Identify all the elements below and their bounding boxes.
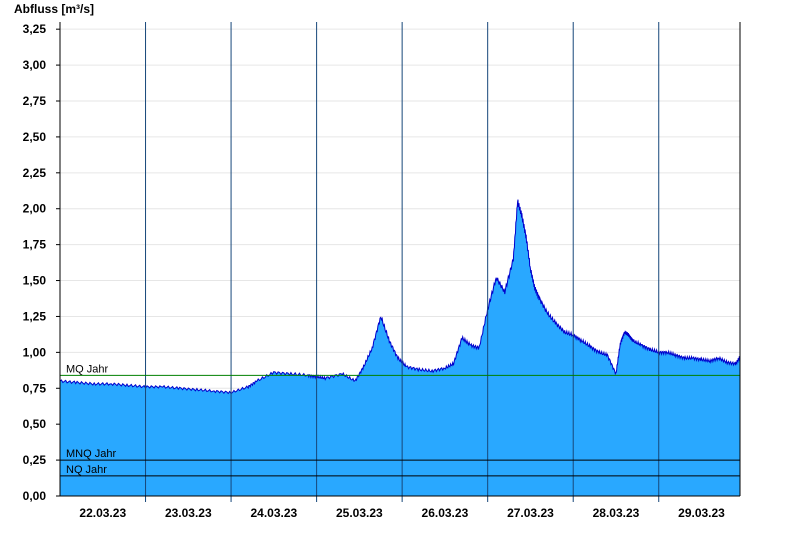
x-tick-label: 23.03.23 [165, 506, 212, 520]
y-tick-label: 1,50 [23, 274, 47, 288]
y-tick-label: 2,50 [23, 130, 47, 144]
y-tick-label: 0,75 [23, 381, 47, 395]
x-tick-label: 25.03.23 [336, 506, 383, 520]
y-tick-label: 2,25 [23, 166, 47, 180]
day-separators [145, 22, 660, 502]
y-tick-label: 1,75 [23, 238, 47, 252]
y-tick-labels: 0,00 0,25 0,50 0,75 1,00 1,25 1,50 1,75 2,00 2,25… [23, 22, 47, 503]
x-tick-label: 26.03.23 [422, 506, 469, 520]
y-tick-label: 2,75 [23, 94, 47, 108]
series-area [59, 199, 741, 496]
axes [56, 22, 741, 497]
x-tick-label: 24.03.23 [250, 506, 297, 520]
x-tick-label: 22.03.23 [79, 506, 126, 520]
y-tick-label: 1,25 [23, 309, 47, 323]
x-tick-label: 27.03.23 [507, 506, 554, 520]
x-tick-labels: 22.03.23 23.03.23 24.03.23 25.03.23 26.03.23… [79, 506, 725, 520]
discharge-area [60, 199, 740, 496]
grid-lines [60, 28, 740, 497]
reference-line-label: NQ Jahr [66, 464, 107, 476]
reference-lines: MQ Jahr MNQ Jahr NQ Jahr [60, 363, 740, 477]
x-tick-label: 28.03.23 [593, 506, 640, 520]
reference-line-label: MNQ Jahr [66, 448, 116, 460]
y-tick-label: 0,50 [23, 417, 47, 431]
y-tick-label: 3,00 [23, 58, 47, 72]
y-axis-title: Abfluss [m³/s] [14, 2, 94, 16]
y-tick-label: 3,25 [23, 22, 47, 36]
y-tick-label: 0,00 [23, 489, 47, 503]
x-tick-label: 29.03.23 [678, 506, 725, 520]
y-tick-label: 2,00 [23, 202, 47, 216]
y-tick-label: 1,00 [23, 345, 47, 359]
y-tick-label: 0,25 [23, 453, 47, 467]
discharge-line [59, 199, 741, 395]
reference-line-label: MQ Jahr [66, 363, 109, 375]
